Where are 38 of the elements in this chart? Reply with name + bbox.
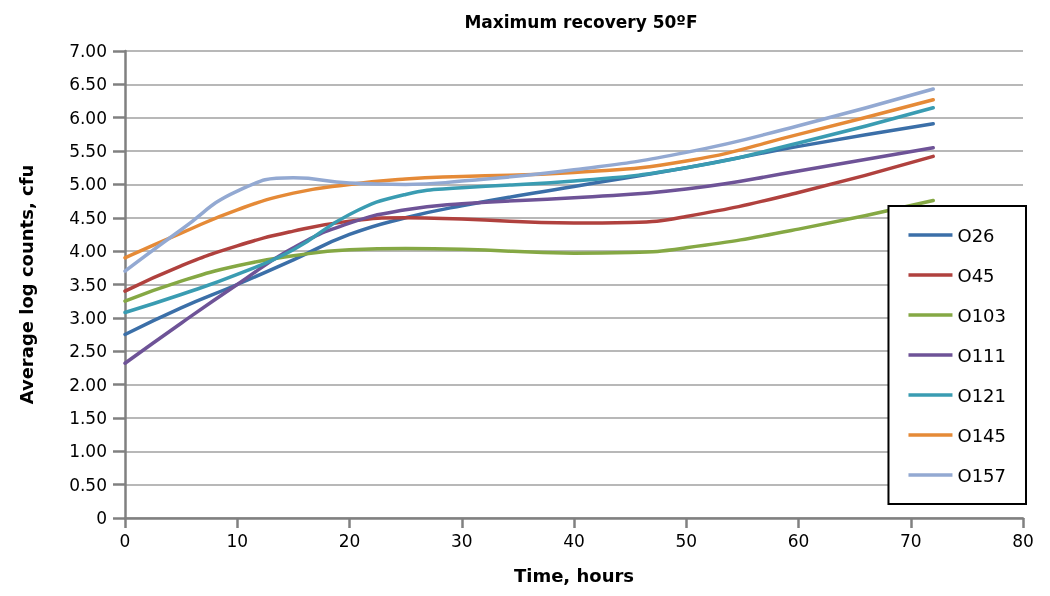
legend-label: O145 — [957, 424, 1007, 446]
y-tick-label: 7.00 — [69, 41, 107, 61]
legend-label: O121 — [957, 384, 1007, 406]
y-tick-label: 1.50 — [69, 407, 107, 428]
x-tick-label: 50 — [675, 530, 698, 551]
x-tick-label: 0 — [119, 530, 131, 551]
y-tick-label: 4.50 — [69, 207, 107, 228]
y-tick-label: 2.00 — [69, 374, 107, 395]
line-series — [123, 154, 935, 293]
x-axis-title: Time, hours — [513, 564, 635, 586]
y-tick-label: 3.00 — [69, 307, 107, 328]
y-axis-title: Average log counts, cfu — [15, 164, 37, 405]
chart-title: Maximum recovery 50ºF — [464, 11, 698, 32]
y-tick-label: 1.00 — [69, 441, 107, 462]
x-tick-label: 40 — [563, 530, 585, 551]
legend-label: O103 — [957, 304, 1007, 326]
line-series — [123, 105, 935, 315]
y-tick-label: 0.50 — [69, 474, 107, 495]
x-tick-label: 70 — [899, 530, 922, 551]
legend-label: O157 — [957, 464, 1007, 486]
line-series — [123, 145, 935, 365]
y-tick-label: 5.00 — [69, 174, 107, 195]
y-tick-label: 4.00 — [69, 241, 107, 262]
y-tick-label: 0 — [96, 508, 107, 528]
legend-label: O45 — [957, 264, 995, 286]
x-tick-label: 10 — [226, 530, 249, 551]
y-tick-label: 5.50 — [69, 141, 107, 162]
y-tick-label: 3.50 — [69, 274, 107, 295]
x-tick-label: 60 — [787, 530, 810, 551]
x-tick-label: 20 — [338, 530, 361, 551]
y-tick-label: 6.50 — [69, 74, 107, 95]
y-tick-label: 6.00 — [69, 107, 107, 128]
x-tick-label: 30 — [450, 530, 473, 551]
legend-label: O26 — [957, 224, 995, 246]
line-series — [123, 198, 935, 303]
x-tick-label: 80 — [1012, 530, 1034, 551]
y-tick-label: 2.50 — [69, 341, 107, 362]
legend-label: O111 — [957, 344, 1007, 366]
